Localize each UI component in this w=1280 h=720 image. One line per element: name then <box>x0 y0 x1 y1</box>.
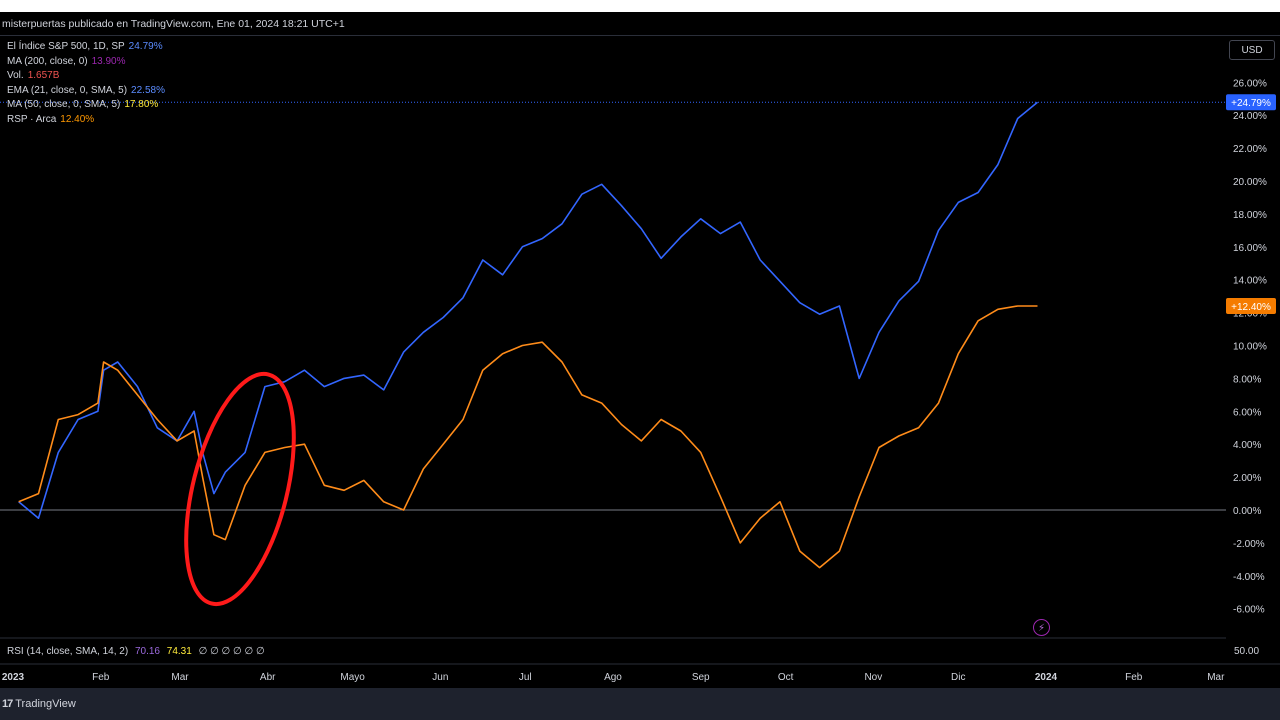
legend-row-rsp[interactable]: RSP · Arca 12.40% <box>7 113 165 128</box>
x-tick-label: Sep <box>692 672 710 683</box>
legend-value: 1.657B <box>27 70 60 82</box>
legend-label: RSP · Arca <box>7 113 57 125</box>
legend-label: MA (200, close, 0) <box>7 55 88 67</box>
x-tick-label: Nov <box>864 672 882 683</box>
y-tick-label: 8.00% <box>1233 374 1261 385</box>
y-tick-label: 4.00% <box>1233 440 1261 451</box>
rsp-last-value-label: +12.40% <box>1231 302 1271 313</box>
y-tick-label: -4.00% <box>1233 572 1265 583</box>
rsi-value: 70.16 <box>134 646 160 657</box>
spx-last-value-tag <box>1226 94 1276 111</box>
y-tick-label: 12.00% <box>1233 309 1267 320</box>
chart-window: misterpuertas publicado en TradingView.c… <box>0 12 1280 720</box>
x-tick-label: Jul <box>519 672 532 683</box>
price-chart[interactable]: 26.00% 24.00% 22.00% 20.00% 18.00% 16.00% 14.0… <box>0 12 1280 720</box>
y-tick-label: 24.00% <box>1233 111 1267 122</box>
x-tick-label: Mayo <box>340 672 365 683</box>
legend-value: 22.58% <box>131 84 165 96</box>
legend-label: Vol. <box>7 70 24 82</box>
rsp-line[interactable] <box>18 305 1038 569</box>
legend-label: El Índice S&P 500, 1D, SP <box>7 41 125 52</box>
x-tick-label: Dic <box>951 672 965 683</box>
tradingview-logo-icon[interactable]: 17 <box>2 698 13 710</box>
legend-value: 12.40% <box>60 113 95 125</box>
legend-label: MA (50, close, 0, SMA, 5) <box>7 99 121 111</box>
rsi-placeholders: ∅ ∅ ∅ ∅ ∅ ∅ <box>198 646 265 657</box>
y-tick-label: 2.00% <box>1233 473 1261 484</box>
y-tick-label: 10.00% <box>1233 342 1267 353</box>
last-value-tags: +24.79% +12.40% <box>0 94 1276 315</box>
rsi-label: RSI (14, close, SMA, 14, 2) <box>7 646 129 657</box>
legend-label: EMA (21, close, 0, SMA, 5) <box>7 84 128 96</box>
legend-row-spx[interactable]: El Índice S&P 500, 1D, SP 24.79% <box>7 40 165 55</box>
spx-last-value-label: +24.79% <box>1231 98 1271 109</box>
y-tick-label: 20.00% <box>1233 177 1267 188</box>
y-tick-label: 16.00% <box>1233 243 1267 254</box>
legend-row-volume[interactable]: Vol. 1.657B <box>7 69 165 84</box>
brand-name[interactable]: TradingView <box>15 698 76 710</box>
y-tick-label: -6.00% <box>1233 605 1265 616</box>
rsp-last-value-tag <box>1226 298 1276 315</box>
spx-line[interactable] <box>18 101 1039 520</box>
legend-value: 24.79% <box>128 41 163 52</box>
x-tick-label: 2023 <box>2 672 25 683</box>
y-tick-label: 0.00% <box>1233 506 1261 517</box>
legend-value: 13.90% <box>91 55 126 67</box>
y-tick-label: -2.00% <box>1233 539 1265 550</box>
x-tick-label: Jun <box>432 672 448 683</box>
hand-drawn-ellipse <box>184 371 296 607</box>
x-tick-label: 2024 <box>1035 672 1058 683</box>
x-tick-label: Feb <box>92 672 110 683</box>
footer-bar: 17 TradingView <box>0 688 1280 720</box>
currency-button[interactable]: USD <box>1229 40 1275 60</box>
x-tick-label: Mar <box>171 672 189 683</box>
x-axis[interactable]: 2023 Feb Mar Abr Mayo Jun Jul Ago Sep Oct Nov Dic 20… <box>2 672 1225 683</box>
legend-row-ma50[interactable]: MA (50, close, 0, SMA, 5) 17.80% <box>7 98 165 113</box>
y-tick-label: 26.00% <box>1233 78 1267 89</box>
y-tick-label: 6.00% <box>1233 407 1261 418</box>
y-tick-label: 18.00% <box>1233 210 1267 221</box>
x-tick-label: Abr <box>260 672 276 683</box>
x-tick-label: Mar <box>1207 672 1225 683</box>
y-axis[interactable]: 26.00% 24.00% 22.00% 20.00% 18.00% 16.00% 14.0… <box>1233 78 1267 615</box>
x-tick-label: Feb <box>1125 672 1143 683</box>
x-tick-label: Oct <box>778 672 794 683</box>
rsi-legend[interactable]: RSI (14, close, SMA, 14, 2) 70.16 74.31 … <box>7 646 265 657</box>
rsi-ma-value: 74.31 <box>166 646 192 657</box>
legend: El Índice S&P 500, 1D, SP 24.79% MA (200,… <box>7 40 165 128</box>
x-tick-label: Ago <box>604 672 622 683</box>
rsi-axis-label: 50.00 <box>1234 646 1260 657</box>
lightning-icon[interactable]: ⚡ <box>1033 619 1050 636</box>
series-group <box>18 101 1039 569</box>
legend-row-ma200[interactable]: MA (200, close, 0) 13.90% <box>7 55 165 70</box>
publish-caption: misterpuertas publicado en TradingView.c… <box>0 12 1280 36</box>
legend-row-ema21[interactable]: EMA (21, close, 0, SMA, 5) 22.58% <box>7 84 165 99</box>
y-tick-label: 22.00% <box>1233 144 1267 155</box>
y-tick-label: 14.00% <box>1233 276 1267 287</box>
legend-value: 17.80% <box>124 99 159 111</box>
